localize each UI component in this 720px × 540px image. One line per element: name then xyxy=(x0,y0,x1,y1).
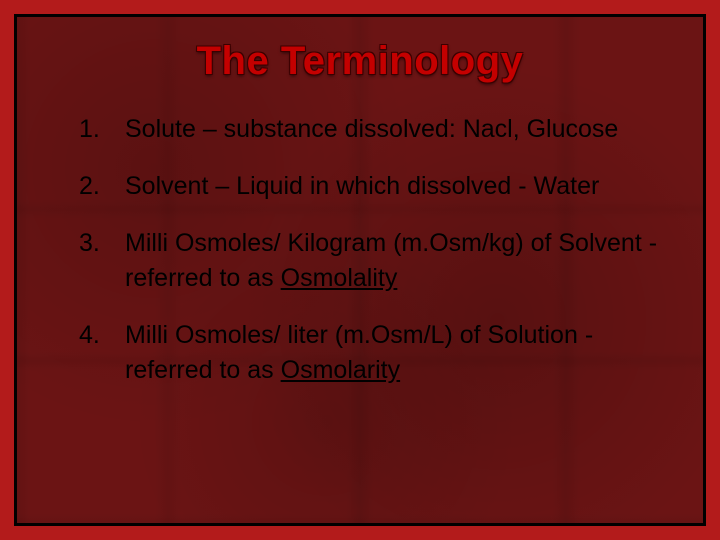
list-item: Milli Osmoles/ liter (m.Osm/L) of Soluti… xyxy=(57,318,663,388)
list-item: Milli Osmoles/ Kilogram (m.Osm/kg) of So… xyxy=(57,226,663,296)
slide-outer: The Terminology Solute – substance disso… xyxy=(0,0,720,540)
slide-inner: The Terminology Solute – substance disso… xyxy=(14,14,706,526)
list-item: Solvent – Liquid in which dissolved - Wa… xyxy=(57,169,663,204)
item-underline: Osmolarity xyxy=(281,356,400,384)
terminology-list: Solute – substance dissolved: Nacl, Gluc… xyxy=(57,112,663,388)
list-item: Solute – substance dissolved: Nacl, Gluc… xyxy=(57,112,663,147)
slide-title: The Terminology xyxy=(57,39,663,84)
item-text: Solvent – Liquid in which dissolved - Wa… xyxy=(125,172,599,200)
item-text: Solute – substance dissolved: Nacl, Gluc… xyxy=(125,115,618,143)
item-underline: Osmolality xyxy=(281,264,398,292)
